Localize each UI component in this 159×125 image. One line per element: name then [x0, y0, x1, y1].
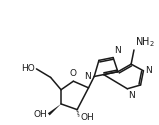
Text: N: N [128, 91, 135, 100]
Text: NH$_2$: NH$_2$ [135, 35, 155, 49]
Polygon shape [48, 104, 61, 115]
Text: N: N [145, 66, 152, 75]
Text: OH: OH [33, 110, 47, 119]
Text: O: O [70, 69, 77, 78]
Text: N: N [114, 46, 121, 55]
Text: N: N [84, 72, 90, 81]
Text: HO: HO [21, 64, 35, 73]
Text: OH: OH [81, 113, 95, 122]
